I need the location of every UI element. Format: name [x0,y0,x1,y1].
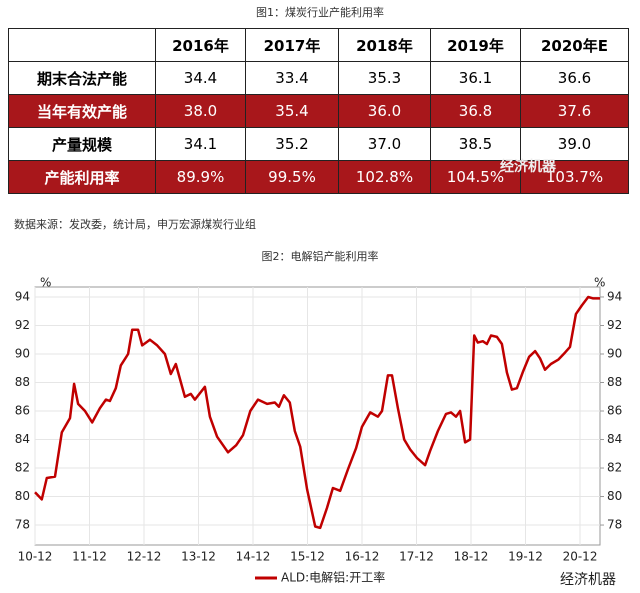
y-tick-label: 78 [15,518,30,532]
cell: 103.7% [520,160,629,194]
y-tick-label: 82 [15,461,30,475]
y2-tick-label: 80 [607,489,622,503]
x-tick-label: 20-12 [563,550,598,564]
y2-tick-label: 86 [607,404,622,418]
cell: 38.0 [155,94,246,128]
header-cell: 2020年E [520,28,629,62]
header-cell: 2018年 [338,28,431,62]
watermark: 经济机器 [560,572,616,588]
legend-label: ALD:电解铝:开工率 [281,570,385,585]
y-tick-label: 84 [15,432,30,446]
y2-tick-label: 78 [607,518,622,532]
cell: 102.8% [338,160,431,194]
y-tick-label: 92 [15,318,30,332]
y2-tick-label: 82 [607,461,622,475]
x-tick-label: 18-12 [454,550,489,564]
cell: 39.0 [520,127,629,161]
source-note: 数据来源：发改委，统计局，申万宏源煤炭行业组 [14,218,256,231]
header-cell: 2016年 [155,28,246,62]
y2-tick-label: 88 [607,375,622,389]
cell: 99.5% [245,160,339,194]
header-cell [8,28,156,62]
table-row: 产能利用率 89.9% 99.5% 102.8% 104.5% 103.7% [8,160,629,194]
table-row: 产量规模 34.1 35.2 37.0 38.5 39.0 [8,127,629,161]
x-tick-label: 16-12 [345,550,380,564]
cell: 35.4 [245,94,339,128]
y-unit: % [40,276,51,290]
cell: 37.0 [338,127,431,161]
data-line [34,295,600,530]
cell: 38.5 [430,127,521,161]
x-tick-label: 15-12 [290,550,325,564]
figure-title: 图1：煤炭行业产能利用率 [256,6,384,19]
y2-tick-label: 94 [607,289,622,303]
cell: 89.9% [155,160,246,194]
y2-tick-label: 92 [607,318,622,332]
cell: 33.4 [245,61,339,95]
watermark: 经济机器 [500,159,556,175]
y2-unit: % [594,276,605,290]
cell: 36.1 [430,61,521,95]
row-label: 当年有效产能 [8,94,156,128]
row-label: 产能利用率 [8,160,156,194]
cell: 36.8 [430,94,521,128]
x-tick-label: 19-12 [508,550,543,564]
x-tick-label: 10-12 [18,550,53,564]
table-row: 2016年 2017年 2018年 2019年 2020年E [8,28,629,62]
cell: 104.5% [430,160,521,194]
cell: 36.6 [520,61,629,95]
cell: 35.3 [338,61,431,95]
table-row: 当年有效产能 38.0 35.4 36.0 36.8 37.6 [8,94,629,128]
cell: 34.4 [155,61,246,95]
y-tick-label: 94 [15,289,30,303]
table: 2016年 2017年 2018年 2019年 2020年E 期末合法产能 34.4 33.4… [8,28,629,194]
table-row: 期末合法产能 34.4 33.4 35.3 36.1 36.6 [8,61,629,95]
x-tick-label: 13-12 [181,550,216,564]
x-tick-label: 11-12 [72,550,107,564]
y2-tick-label: 90 [607,346,622,360]
x-tick-label: 17-12 [399,550,434,564]
x-tick-label: 14-12 [236,550,271,564]
y-tick-label: 88 [15,375,30,389]
y-tick-label: 86 [15,404,30,418]
y-tick-label: 80 [15,489,30,503]
y2-tick-label: 84 [607,432,622,446]
row-label: 期末合法产能 [8,61,156,95]
x-tick-label: 12-12 [127,550,162,564]
cell: 37.6 [520,94,629,128]
y-tick-label: 90 [15,346,30,360]
chart-title: 图2：电解铝产能利用率 [261,250,379,263]
